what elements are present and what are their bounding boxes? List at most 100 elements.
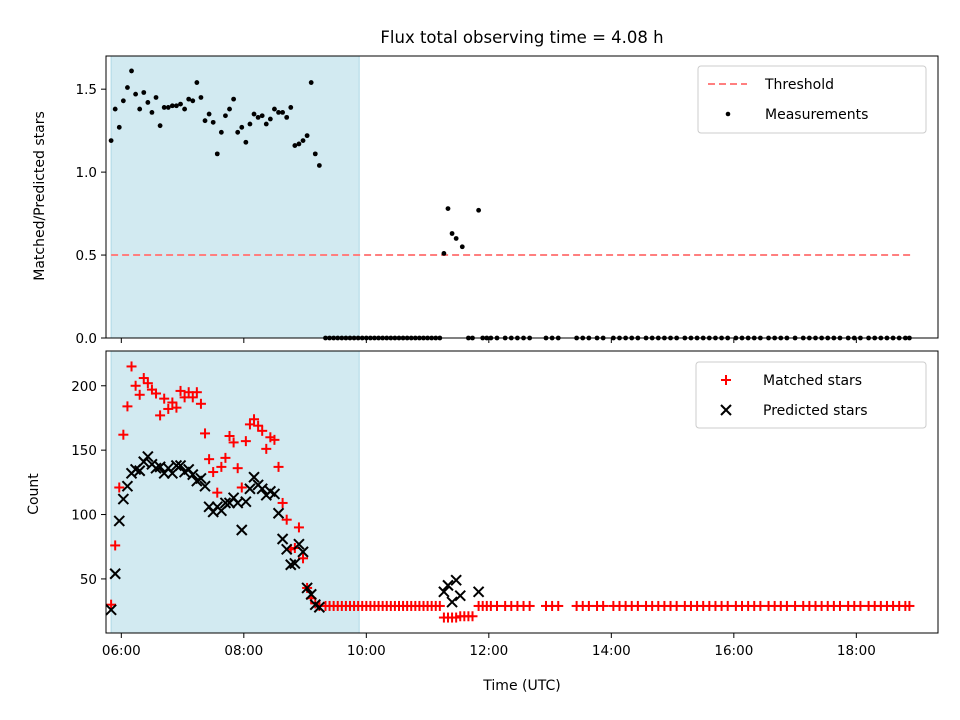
matched-star-point <box>151 388 162 399</box>
cross-marker-b <box>231 497 244 509</box>
matched-star-point <box>134 389 145 400</box>
matched-star-point <box>130 380 141 391</box>
matched-star-point <box>228 437 239 448</box>
matched-star-point <box>212 487 223 498</box>
measurement-point <box>190 98 196 104</box>
cross-marker-b <box>280 543 293 556</box>
matched-legend-swatch <box>721 375 731 385</box>
bottom-observing-window <box>110 351 360 633</box>
measurement-point <box>182 106 188 112</box>
matched-star-point <box>187 392 198 403</box>
measurement-point <box>288 105 294 110</box>
cross-marker-b <box>305 588 317 601</box>
matched-star-point <box>281 514 292 525</box>
matched-star-point <box>261 443 272 454</box>
y-tick-label: 200 <box>71 379 97 395</box>
matched-star-point <box>269 434 280 445</box>
measurement-point <box>235 129 241 135</box>
predicted-star-point <box>305 588 317 601</box>
predicted-star-point <box>117 493 130 505</box>
measurement-point <box>169 103 175 109</box>
predicted-stars-points <box>105 450 485 616</box>
cross-marker-b <box>187 468 199 481</box>
threshold-legend-label: Threshold <box>764 77 834 93</box>
matched-star-point <box>118 429 129 440</box>
cross-marker-b <box>446 596 458 608</box>
matched-star-point <box>253 420 264 431</box>
cross-marker-b <box>109 568 121 580</box>
matched-star-point <box>553 600 564 611</box>
predicted-star-point <box>438 586 450 598</box>
measurement-point <box>214 151 220 157</box>
measurement-point <box>227 106 232 112</box>
matched-star-point <box>216 461 227 472</box>
matched-star-point <box>155 410 166 421</box>
x-tick-label: 14:00 <box>592 643 631 659</box>
measurement-point <box>453 236 459 241</box>
predicted-star-point <box>174 459 187 472</box>
x-tick-label: 06:00 <box>102 643 141 659</box>
matched-star-point <box>195 398 206 409</box>
measurement-point <box>243 139 249 145</box>
measurement-point <box>247 121 253 127</box>
matched-legend-marker <box>721 375 731 385</box>
matched-star-point <box>293 522 304 533</box>
measurement-point <box>259 113 265 119</box>
matched-star-point <box>434 600 445 611</box>
cross-marker-b <box>313 601 326 613</box>
measurement-point <box>120 98 126 104</box>
cross-marker-b <box>256 483 268 495</box>
measurement-point <box>112 106 118 112</box>
measurement-point <box>165 105 171 110</box>
measurement-point <box>267 116 273 122</box>
cross-marker-b <box>142 450 154 463</box>
matched-star-point <box>171 402 182 413</box>
matched-star-point <box>904 600 915 611</box>
cross-marker-b <box>268 488 281 500</box>
measurements-legend-swatch <box>725 111 731 117</box>
matched-star-point <box>204 454 215 465</box>
y-tick-label: 50 <box>80 572 97 588</box>
measurement-point <box>308 80 314 85</box>
measurement-point <box>145 100 151 105</box>
matched-star-point <box>220 452 231 463</box>
measurement-point <box>174 103 179 109</box>
measurement-point <box>300 138 306 144</box>
cross-marker-b <box>174 459 187 472</box>
y-tick-label: 0.5 <box>76 248 97 264</box>
top-legend: Threshold Measurements <box>697 65 927 134</box>
top-x-ticks <box>120 338 857 343</box>
predicted-star-point <box>272 507 285 519</box>
measurement-point <box>125 85 130 90</box>
predicted-star-point <box>301 582 313 594</box>
cross-marker-b <box>236 524 248 536</box>
measurement-point <box>459 244 465 250</box>
matched-star-point <box>167 397 178 408</box>
predicted-star-point <box>293 538 305 550</box>
matched-star-point <box>467 611 478 622</box>
predicted-star-point <box>109 568 121 580</box>
chart-title: Flux total observing time = 4.08 h <box>380 28 663 47</box>
cross-marker-b <box>309 598 321 611</box>
predicted-star-point <box>268 488 281 500</box>
predicted-star-point <box>289 557 301 570</box>
x-tick-label: 18:00 <box>837 643 876 659</box>
matched-star-point <box>224 430 235 441</box>
matched-star-point <box>249 414 260 425</box>
cross-marker-b <box>454 589 466 602</box>
measurement-point <box>141 90 147 95</box>
predicted-star-point <box>313 601 326 613</box>
measurement-point <box>276 110 281 115</box>
cross-marker-b <box>720 404 732 416</box>
predicted-star-point <box>195 472 207 485</box>
predicted-star-point <box>113 515 125 527</box>
cross-marker-b <box>301 582 313 594</box>
top-axes-frame <box>105 55 939 339</box>
top-legend-box <box>697 65 927 134</box>
measurement-point <box>231 96 237 102</box>
observing-window-band <box>111 56 360 338</box>
measurement-point <box>133 91 139 97</box>
measurement-point <box>218 129 224 135</box>
y-tick-label: 0.0 <box>76 331 97 347</box>
top-y-axis-label: Matched/Predicted stars <box>32 111 48 281</box>
